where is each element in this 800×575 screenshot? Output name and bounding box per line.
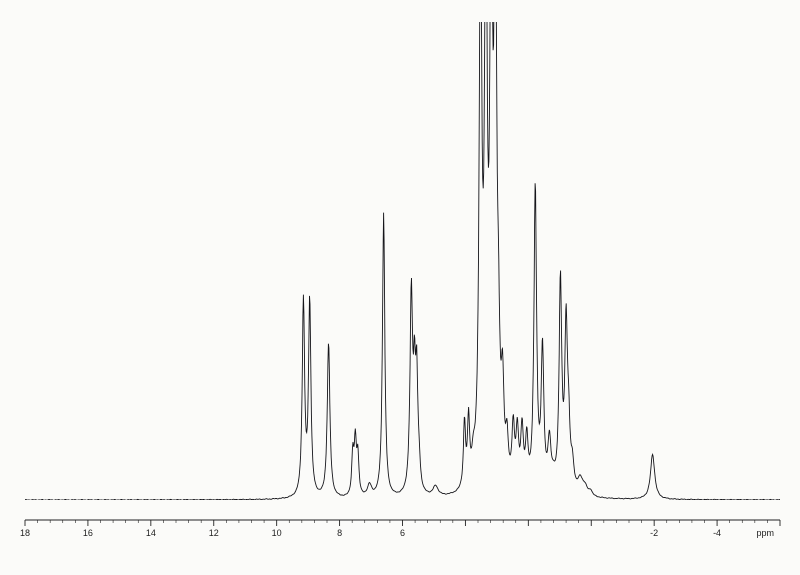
x-tick-label: 12 bbox=[209, 528, 219, 538]
x-tick-label: 10 bbox=[272, 528, 282, 538]
x-tick-label: -2 bbox=[650, 528, 658, 538]
spectrum-svg: 18 16 14 12 10 8 6 -2 -4 ppm bbox=[0, 0, 800, 575]
nmr-spectrum-chart: 18 16 14 12 10 8 6 -2 -4 ppm bbox=[0, 0, 800, 575]
x-tick-label: -4 bbox=[713, 528, 721, 538]
x-tick-label: 6 bbox=[400, 528, 405, 538]
x-tick-label: 18 bbox=[20, 528, 30, 538]
x-tick-label: 8 bbox=[337, 528, 342, 538]
x-axis-unit-label: ppm bbox=[756, 528, 774, 538]
x-tick-label: 16 bbox=[83, 528, 93, 538]
x-tick-label: 14 bbox=[146, 528, 156, 538]
